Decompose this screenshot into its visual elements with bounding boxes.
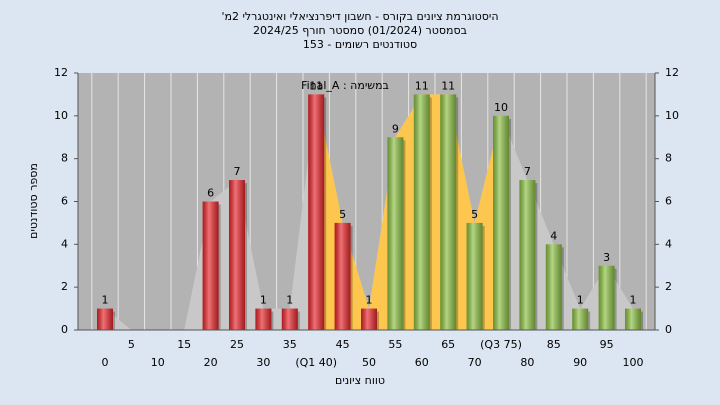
x-tick-label: (Q3 75): [480, 338, 522, 351]
x-axis-label: טווח ציונים: [335, 374, 385, 387]
annotation: במשימה : Final_A: [301, 79, 389, 92]
bar-shading: [493, 115, 509, 330]
x-tick-label: 55: [388, 338, 402, 351]
bar-shading: [545, 244, 562, 330]
y2-tick-label: 10: [665, 109, 679, 122]
data-label: 5: [339, 208, 346, 221]
bar-shading: [413, 94, 430, 331]
bar-shading: [281, 308, 298, 330]
x-tick-label: 65: [441, 338, 455, 351]
y-tick-label: 8: [61, 152, 68, 165]
x-tick-label: 35: [283, 338, 297, 351]
bar-shading: [97, 308, 113, 330]
x-tick-label: 0: [102, 356, 109, 369]
y-tick-label: 4: [61, 237, 68, 250]
x-tick-label: 80: [520, 356, 534, 369]
x-tick-label: 20: [204, 356, 218, 369]
bar-shading: [308, 94, 325, 331]
y-tick-label: 10: [54, 109, 68, 122]
bar-shading: [625, 308, 641, 330]
x-tick-label: 30: [256, 356, 270, 369]
x-tick-label: 85: [547, 338, 561, 351]
x-tick-label: 10: [151, 356, 165, 369]
y2-tick-label: 0: [665, 323, 672, 336]
data-label: 1: [366, 294, 373, 307]
data-label: 1: [286, 294, 293, 307]
bar-shading: [598, 265, 615, 330]
bar-shading: [466, 222, 483, 330]
bar-shading: [519, 180, 536, 330]
data-label: 9: [392, 122, 399, 135]
y2-tick-label: 2: [665, 280, 672, 293]
chart-subtitle: בסמסטר (01/2024) סמסטר חורף 2024/25: [253, 24, 467, 37]
y2-tick-label: 8: [665, 152, 672, 165]
x-tick-label: 90: [573, 356, 587, 369]
x-tick-label: 25: [230, 338, 244, 351]
y-tick-label: 6: [61, 195, 68, 208]
data-label: 7: [524, 165, 531, 178]
y-tick-label: 12: [54, 66, 68, 79]
data-label: 5: [471, 208, 478, 221]
chart-subtitle: סטודנטים רשומים - 153: [303, 38, 417, 51]
bar-shading: [255, 308, 272, 330]
data-label: 4: [550, 229, 557, 242]
bar-shading: [572, 308, 589, 330]
chart-title: היסטוגרמת ציונים בקורס - חשבון דיפרנציאל…: [221, 10, 498, 23]
data-label: 1: [577, 294, 584, 307]
bar-shading: [440, 94, 457, 331]
data-label: 11: [309, 79, 323, 92]
bar-shading: [202, 201, 219, 330]
data-label: 3: [603, 251, 610, 264]
data-label: 11: [415, 79, 429, 92]
bar-shading: [387, 137, 404, 330]
y2-tick-label: 12: [665, 66, 679, 79]
x-tick-label: 95: [600, 338, 614, 351]
y-tick-label: 0: [61, 323, 68, 336]
x-tick-label: 15: [177, 338, 191, 351]
bar-shading: [334, 222, 351, 330]
x-tick-label: 45: [336, 338, 350, 351]
y2-tick-label: 6: [665, 195, 672, 208]
x-tick-label: 50: [362, 356, 376, 369]
x-tick-label: 5: [128, 338, 135, 351]
x-tick-label: 60: [415, 356, 429, 369]
y-tick-label: 2: [61, 280, 68, 293]
data-label: 11: [441, 79, 455, 92]
data-label: 10: [494, 101, 508, 114]
data-label: 1: [630, 294, 637, 307]
x-tick-label: 70: [468, 356, 482, 369]
bar-shading: [361, 308, 377, 330]
bar-shading: [229, 180, 245, 330]
data-label: 1: [102, 294, 109, 307]
data-label: 7: [234, 165, 241, 178]
data-label: 6: [207, 187, 214, 200]
x-tick-label: 100: [623, 356, 644, 369]
x-tick-label: (Q1 40): [295, 356, 337, 369]
y2-tick-label: 4: [665, 237, 672, 250]
y-axis-label: מספר סטודנטים: [27, 163, 40, 239]
data-label: 1: [260, 294, 267, 307]
